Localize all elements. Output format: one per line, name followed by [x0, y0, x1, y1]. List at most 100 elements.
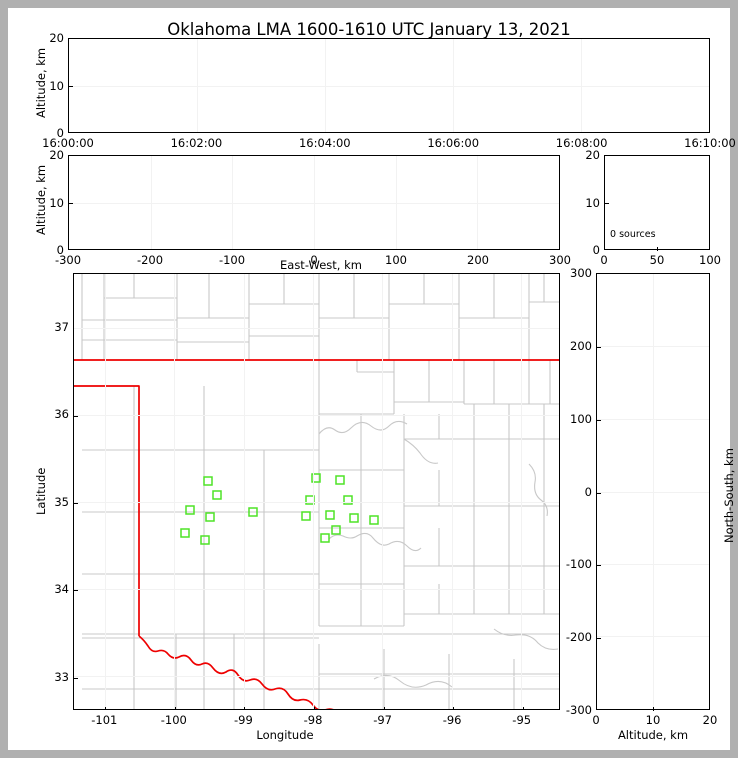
axis-tick [74, 677, 78, 679]
p2-xtick-2: -100 [218, 253, 246, 267]
station-marker[interactable] [248, 507, 258, 517]
p2-xtick-1: -200 [136, 253, 164, 267]
source-histogram-panel[interactable]: 0 sources [604, 155, 710, 251]
gridline [69, 202, 559, 204]
p1-xtick-5: 16:10:00 [684, 136, 736, 150]
gridline [313, 274, 315, 709]
gridline [597, 491, 709, 493]
station-marker[interactable] [203, 476, 213, 486]
p2-xtick-4: 100 [385, 253, 407, 267]
gridline [74, 414, 559, 416]
axis-tick [383, 707, 385, 709]
state-border-oklahoma [74, 359, 559, 709]
figure-canvas: Oklahoma LMA 1600-1610 UTC January 13, 2… [8, 8, 736, 750]
p5-xtick-2: 20 [702, 713, 718, 727]
station-marker[interactable] [343, 495, 353, 505]
p1-xtick-3: 16:06:00 [427, 136, 480, 150]
station-marker[interactable] [205, 512, 215, 522]
axis-tick [605, 203, 609, 204]
p5-ytick-0: -300 [565, 703, 592, 717]
p1-ytick-1: 10 [49, 78, 64, 93]
north-south-height-panel[interactable] [596, 273, 710, 711]
gridline [243, 274, 245, 709]
p2-ytick-2: 20 [49, 148, 64, 162]
p1-ytick-2: 20 [49, 31, 64, 45]
station-marker[interactable] [180, 528, 190, 538]
p2-ytick-0: 0 [56, 243, 64, 257]
axis-tick [74, 502, 78, 504]
lma-station-markers [180, 473, 379, 545]
p2-ylabel: Altitude, km [34, 164, 48, 235]
gridline [74, 675, 559, 677]
p2-xtick-3: 0 [310, 253, 318, 267]
p5-ytick-6: 300 [570, 266, 592, 280]
p5-ylabel: North-South, km [722, 448, 736, 543]
gridline [382, 274, 384, 709]
p3-xtick-2: 100 [699, 253, 721, 267]
gridline [451, 274, 453, 709]
gridline [105, 274, 107, 709]
p1-xtick-4: 16:08:00 [555, 136, 608, 150]
gridline [597, 346, 709, 348]
p4-xtick-4: -97 [373, 713, 392, 727]
time-height-panel[interactable] [68, 38, 710, 133]
p1-ylabel: Altitude, km [34, 47, 48, 118]
axis-tick [597, 346, 601, 348]
axis-tick [69, 203, 73, 204]
axis-tick [74, 590, 78, 592]
p3-ytick-1: 10 [585, 195, 600, 210]
station-marker[interactable] [212, 490, 222, 500]
station-marker[interactable] [301, 511, 311, 521]
gridline [69, 85, 709, 87]
station-marker[interactable] [331, 525, 341, 535]
axis-tick [657, 247, 658, 251]
p5-ytick-2: -100 [565, 557, 592, 572]
p3-ytick-2: 20 [585, 148, 600, 162]
p1-xtick-2: 16:04:00 [298, 136, 351, 150]
station-marker[interactable] [349, 513, 359, 523]
gridline [597, 563, 709, 565]
p3-xtick-0: 0 [600, 253, 608, 267]
east-west-height-panel[interactable] [68, 155, 560, 250]
axis-tick [597, 419, 601, 421]
p4-ytick-4: 37 [54, 320, 69, 334]
axis-tick [69, 86, 73, 87]
axis-tick [522, 707, 524, 709]
p4-ylabel: Latitude [34, 467, 48, 515]
source-count-annotation: 0 sources [610, 229, 656, 240]
map-panel[interactable] [73, 273, 560, 710]
county-borders [81, 274, 559, 709]
station-marker[interactable] [200, 535, 210, 545]
map-geometry [74, 274, 559, 709]
gridline [74, 327, 559, 329]
p4-ytick-3: 36 [54, 407, 69, 422]
p4-xtick-0: -101 [91, 713, 118, 727]
station-marker[interactable] [311, 473, 321, 483]
p2-ytick-1: 10 [49, 195, 64, 210]
station-marker[interactable] [185, 505, 195, 515]
station-marker[interactable] [335, 475, 345, 485]
axis-tick [597, 565, 601, 567]
p4-ytick-1: 34 [54, 582, 69, 597]
gridline [174, 274, 176, 709]
axis-tick [453, 707, 455, 709]
gridline [597, 418, 709, 420]
station-marker[interactable] [325, 510, 335, 520]
p5-xlabel: Altitude, km [617, 728, 689, 742]
p4-xtick-1: -100 [160, 713, 187, 727]
gridline [74, 501, 559, 503]
p2-xtick-6: 300 [549, 253, 571, 267]
p4-xtick-5: -96 [442, 713, 462, 727]
p4-ytick-0: 33 [54, 669, 69, 684]
p5-xtick-1: 10 [645, 713, 661, 727]
p1-xtick-0: 16:00:00 [42, 136, 94, 150]
p4-xtick-6: -95 [512, 713, 532, 727]
p4-ytick-2: 35 [54, 494, 69, 509]
axis-tick [597, 638, 601, 640]
axis-tick [105, 707, 107, 709]
station-marker[interactable] [369, 515, 379, 525]
p5-xtick-0: 0 [592, 713, 600, 727]
axis-tick [597, 492, 601, 494]
page-title: Oklahoma LMA 1600-1610 UTC January 13, 2… [167, 20, 571, 39]
station-marker[interactable] [320, 533, 330, 543]
